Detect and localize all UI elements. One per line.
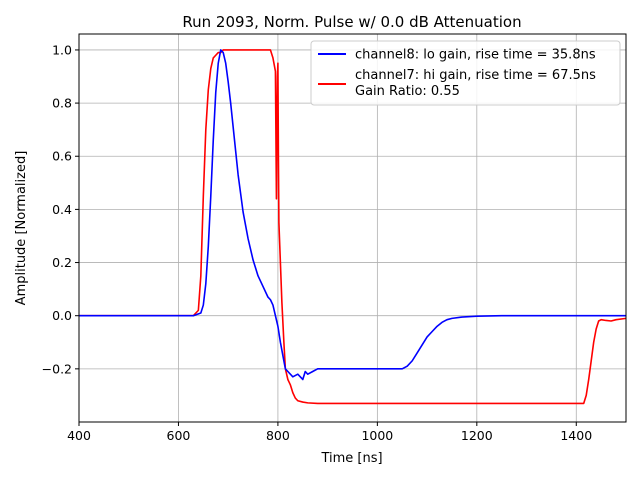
x-tick-label: 400 [67,428,91,443]
y-tick-label: 0.8 [52,96,72,111]
legend-label-channel7: channel7: hi gain, rise time = 67.5ns [355,68,596,83]
plot-area-frame [78,33,627,423]
chart-title: Run 2093, Norm. Pulse w/ 0.0 dB Attenuat… [182,13,521,31]
x-axis-label: Time [ns] [320,451,382,466]
legend-box [310,40,621,106]
series-line-channel8 [79,49,626,381]
y-tick-label: 0.2 [52,255,72,270]
y-tick-label: −0.2 [42,361,72,376]
legend: channel8: lo gain, rise time = 35.8ns ch… [310,40,621,106]
y-tick-label: 0.6 [52,149,72,164]
series-layer [79,49,626,405]
y-tick-label: 0.4 [52,202,72,217]
x-tick-label: 1000 [361,428,393,443]
y-axis-label: Amplitude [Normalized] [14,151,29,306]
x-tick-label: 600 [167,428,191,443]
y-tick-label: 1.0 [52,42,72,57]
series-line-channel7 [79,49,626,405]
legend-label-gain-ratio: Gain Ratio: 0.55 [355,84,460,99]
y-tick-label: 0.0 [52,308,72,323]
x-tick-label: 1400 [560,428,592,443]
x-tick-label: 800 [266,428,290,443]
x-tick-label: 1200 [461,428,493,443]
legend-label-channel8: channel8: lo gain, rise time = 35.8ns [355,48,596,63]
ticks: 400 600 800 1000 1200 1400 −0.2 0.0 0.2 0.4 0.6 0.8… [42,42,593,443]
